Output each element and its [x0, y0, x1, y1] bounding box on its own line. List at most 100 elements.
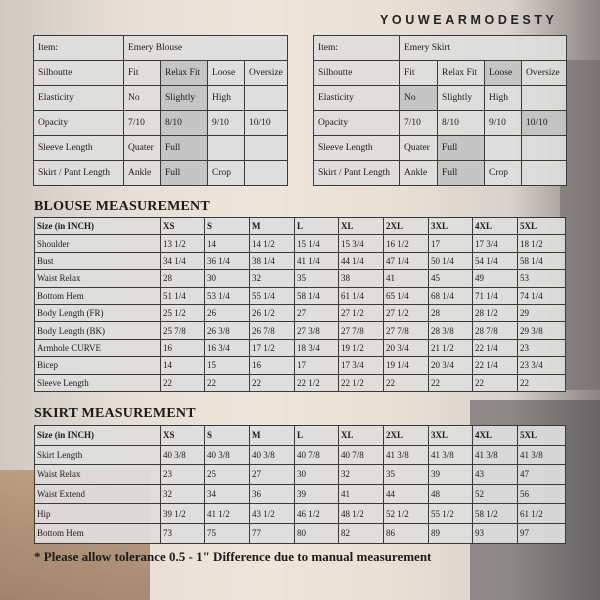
spec-option-selected: Slightly: [160, 85, 208, 111]
measurement-value: 39: [294, 483, 339, 505]
measurement-value: 21 1/2: [428, 338, 473, 358]
measurement-label: Shoulder: [34, 234, 161, 253]
measurement-value: 61 1/2: [517, 503, 566, 524]
measurement-value: 56: [517, 483, 566, 505]
spec-option: Crop: [207, 160, 245, 186]
measurement-value: 41 1/2: [204, 503, 250, 524]
spec-option: 7/10: [123, 110, 161, 136]
measurement-value: 41 3/8: [428, 444, 473, 466]
measurement-value: 48 1/2: [338, 503, 384, 524]
measurement-value: 40 3/8: [249, 444, 295, 466]
measurement-value: 29 3/8: [517, 321, 566, 340]
measurement-value: 25: [204, 464, 250, 485]
measurement-value: 38 1/4: [249, 251, 295, 271]
measurement-label: Skirt Length: [34, 444, 161, 466]
size-header: 5XL: [517, 425, 566, 446]
measurement-value: 40 3/8: [160, 444, 205, 466]
measurement-value: 40 7/8: [294, 444, 339, 466]
spec-label: Sleeve Length: [313, 135, 400, 161]
spec-row: Skirt / Pant Length Ankle Full Crop: [33, 160, 289, 186]
spec-label: Skirt / Pant Length: [313, 160, 400, 186]
spec-label: Elasticity: [33, 85, 124, 111]
size-header: S: [204, 425, 250, 446]
measurement-value: 14: [204, 234, 250, 253]
measurement-value: 27 7/8: [383, 321, 429, 340]
spec-option: [243, 85, 289, 111]
size-header: 5XL: [517, 216, 566, 236]
measurement-value: 39: [428, 464, 473, 485]
table-row: Waist Relax 28 30 32 35 38 41 45 49 53: [34, 269, 566, 288]
measurement-value: 58 1/2: [472, 503, 518, 524]
size-header: M: [249, 425, 295, 446]
measurement-value: 55 1/2: [428, 503, 473, 524]
measurement-label: Body Length (FR): [34, 303, 161, 323]
spec-option: Ankle: [399, 160, 438, 186]
measurement-value: 22: [160, 373, 205, 392]
measurement-value: 27: [249, 464, 295, 485]
measurement-value: 17: [428, 234, 473, 253]
measurement-value: 61 1/4: [338, 286, 384, 305]
measurement-value: 41 3/8: [472, 444, 518, 466]
spec-row: Sleeve Length Quater Full: [313, 135, 567, 161]
measurement-value: 36 1/4: [204, 251, 250, 271]
measurement-value: 17: [294, 356, 339, 375]
spec-option: Slightly: [437, 85, 485, 111]
measurement-value: 82: [338, 522, 384, 544]
measurement-value: 17 3/4: [338, 356, 384, 375]
measurement-value: 43: [472, 464, 518, 485]
measurement-value: 53: [517, 269, 566, 288]
measurement-value: 32: [160, 483, 205, 505]
measurement-value: 52 1/2: [383, 503, 429, 524]
measurement-value: 22: [428, 373, 473, 392]
size-header: L: [294, 425, 339, 446]
spec-label: Opacity: [33, 110, 124, 136]
table-row: Bottom Hem 73 75 77 80 82 86 89 93 97: [34, 522, 566, 544]
spec-row: Elasticity No Slightly High: [33, 85, 289, 111]
measurement-value: 25 7/8: [160, 321, 205, 340]
measurement-value: 28 7/8: [472, 321, 518, 340]
size-header: 2XL: [383, 425, 429, 446]
measurement-value: 28: [428, 303, 473, 323]
measurement-value: 34: [204, 483, 250, 505]
measurement-value: 73: [160, 522, 205, 544]
measurement-label: Bottom Hem: [34, 522, 161, 544]
spec-row: Opacity 7/10 8/10 9/10 10/10: [33, 110, 289, 136]
skirt-measurement-title: SKIRT MEASUREMENT: [34, 406, 196, 421]
measurement-value: 48: [428, 483, 473, 505]
measurement-value: 14: [160, 356, 205, 375]
measurement-value: 49: [472, 269, 518, 288]
measurement-value: 50 1/4: [428, 251, 473, 271]
size-header: 4XL: [472, 425, 518, 446]
measurement-value: 40 3/8: [204, 444, 250, 466]
table-row: Sleeve Length 22 22 22 22 1/2 22 1/2 22 22 22 22: [34, 373, 566, 392]
measurement-value: 75: [204, 522, 250, 544]
measurement-value: 28 3/8: [428, 321, 473, 340]
spec-option: [243, 135, 289, 161]
size-unit-header: Size (in INCH): [34, 425, 161, 446]
item-name: Emery Skirt: [399, 35, 567, 61]
spec-option: Oversize: [243, 60, 289, 86]
size-header: XL: [338, 216, 384, 236]
measurement-value: 58 1/4: [294, 286, 339, 305]
measurement-label: Waist Relax: [34, 464, 161, 485]
spec-row: Silhoutte Fit Relax Fit Loose Oversize: [33, 60, 289, 86]
spec-row: Elasticity No Slightly High: [313, 85, 567, 111]
background-door: [560, 60, 600, 390]
table-row: Body Length (BK) 25 7/8 26 3/8 26 7/8 27 3/8…: [34, 321, 566, 340]
skirt-spec-table: Item: Emery Skirt Silhoutte Fit Relax Fit Loo…: [313, 35, 567, 186]
spec-row: Silhoutte Fit Relax Fit Loose Oversize: [313, 60, 567, 86]
spec-option: High: [484, 85, 522, 111]
measurement-value: 65 1/4: [383, 286, 429, 305]
table-row: Bust 34 1/4 36 1/4 38 1/4 41 1/4 44 1/4 47 1/4…: [34, 251, 566, 271]
measurement-value: 40 7/8: [338, 444, 384, 466]
size-header: 2XL: [383, 216, 429, 236]
size-header: L: [294, 216, 339, 236]
spec-option-selected: 8/10: [160, 110, 208, 136]
spec-label: Silhoutte: [313, 60, 400, 86]
spec-row: Opacity 7/10 8/10 9/10 10/10: [313, 110, 567, 136]
spec-row: Sleeve Length Quater Full: [33, 135, 289, 161]
measurement-label: Bicep: [34, 356, 161, 375]
measurement-value: 22 1/4: [472, 338, 518, 358]
measurement-value: 22: [517, 373, 566, 392]
spec-option: 9/10: [207, 110, 245, 136]
